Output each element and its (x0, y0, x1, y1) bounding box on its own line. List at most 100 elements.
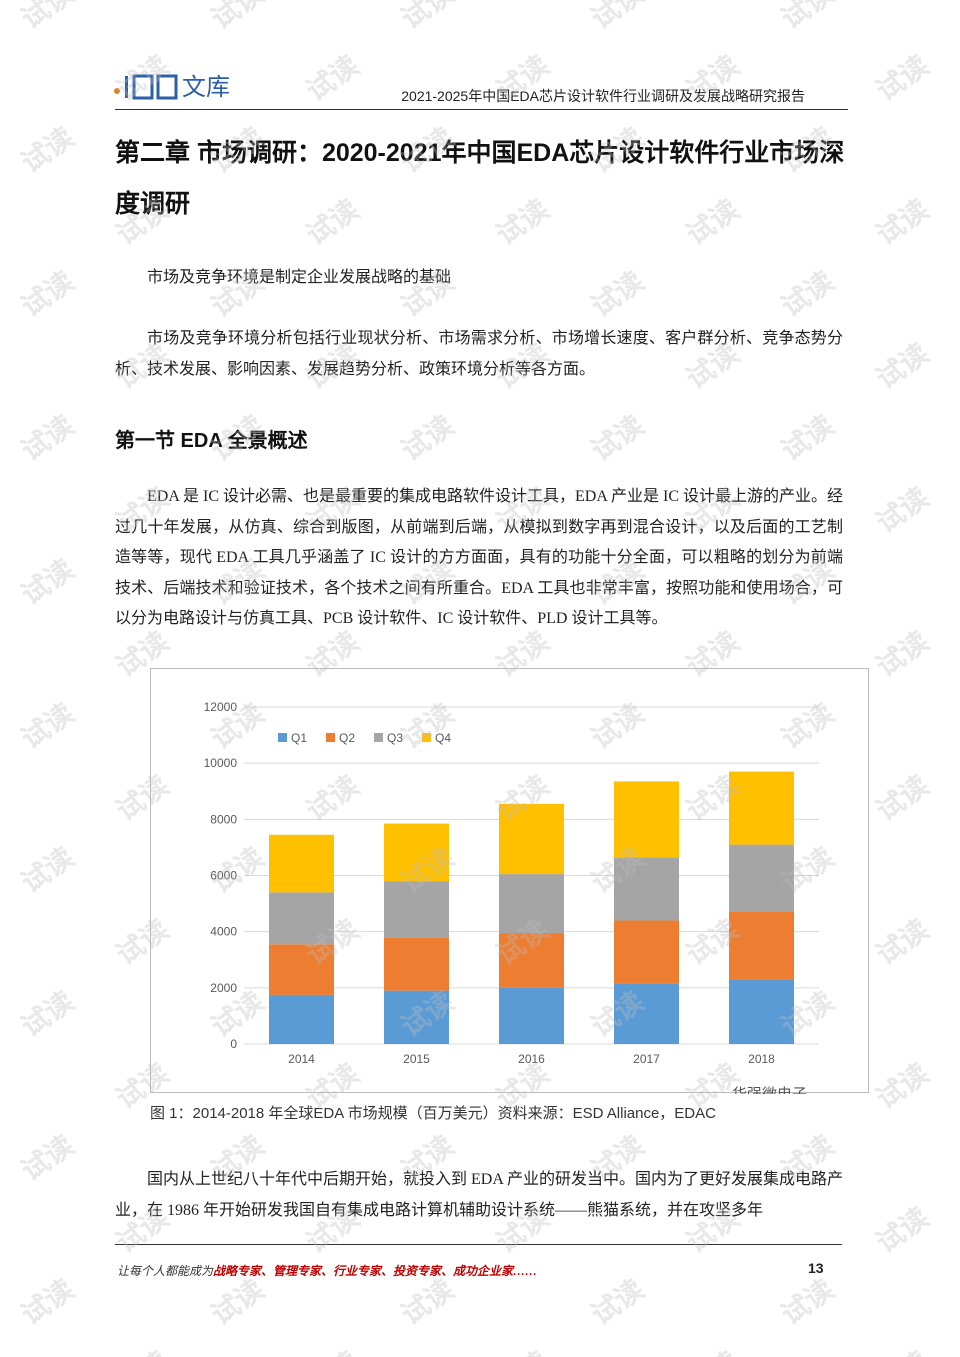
watermark: 试读 (776, 0, 840, 35)
watermark: 试读 (206, 1273, 270, 1331)
watermark: 试读 (871, 913, 935, 971)
bar-segment (499, 803, 564, 875)
watermark: 试读 (16, 121, 80, 179)
watermark: 试读 (396, 0, 460, 35)
bar-segment (384, 990, 449, 1044)
header-rule (115, 109, 848, 110)
bar-segment (729, 844, 794, 913)
legend-swatch (422, 733, 431, 742)
y-tick-label: 2000 (210, 981, 237, 995)
watermark: 试读 (586, 0, 650, 35)
watermark: 试读 (491, 1345, 555, 1357)
page-number: 13 (808, 1260, 824, 1276)
bar-segment (384, 823, 449, 882)
logo-text: 文库 (182, 74, 230, 101)
section-title: 第一节 EDA 全景概述 (115, 430, 308, 452)
logo: 文库 (114, 74, 230, 101)
bar-segment (729, 979, 794, 1044)
watermark: 试读 (586, 409, 650, 467)
logo-shape (156, 74, 178, 100)
legend-label: Q2 (339, 731, 355, 745)
bar-segment (729, 771, 794, 845)
watermark: 试读 (16, 265, 80, 323)
watermark: 试读 (871, 1345, 935, 1357)
header-title: 2021-2025年中国EDA芯片设计软件行业调研及发展战略研究报告 (401, 88, 805, 104)
watermark: 试读 (871, 193, 935, 251)
watermark: 试读 (16, 409, 80, 467)
legend-label: Q1 (291, 731, 307, 745)
footer: 让每个人都能成为战略专家、管理专家、行业专家、投资专家、成功企业家…… (117, 1262, 537, 1279)
watermark: 试读 (871, 1201, 935, 1259)
bar-segment (269, 944, 334, 995)
watermark: 试读 (396, 409, 460, 467)
watermark: 试读 (16, 697, 80, 755)
watermark: 试读 (871, 1057, 935, 1115)
bar-segment (269, 834, 334, 893)
paragraph: 国内从上世纪八十年代中后期开始，就投入到 EDA 产业的研发当中。国内为了更好发… (115, 1171, 844, 1219)
paragraph: 市场及竞争环境是制定企业发展战略的基础 (147, 269, 452, 286)
legend-swatch (326, 733, 335, 742)
watermark: 试读 (871, 337, 935, 395)
x-tick-label: 2018 (748, 1052, 775, 1066)
bar-segment (499, 987, 564, 1044)
x-tick-label: 2016 (518, 1052, 545, 1066)
bar-segment (614, 857, 679, 921)
logo-shape (132, 74, 154, 100)
watermark: 试读 (776, 409, 840, 467)
watermark: 试读 (871, 481, 935, 539)
bar-segment (499, 933, 564, 988)
watermark: 试读 (111, 1345, 175, 1357)
paragraph: EDA 是 IC 设计必需、也是最重要的集成电路软件设计工具，EDA 产业是 I… (115, 488, 844, 627)
legend-label: Q4 (435, 731, 451, 745)
bar-segment (729, 912, 794, 980)
footer-highlight: 战略专家、管理专家、行业专家、投资专家、成功企业家…… (213, 1264, 538, 1278)
x-tick-label: 2014 (288, 1052, 315, 1066)
paragraph: 市场及竞争环境分析包括行业现状分析、市场需求分析、市场增长速度、客户群分析、竞争… (115, 330, 843, 378)
watermark: 试读 (871, 625, 935, 683)
watermark: 试读 (16, 985, 80, 1043)
watermark: 试读 (871, 769, 935, 827)
watermark: 试读 (206, 0, 270, 35)
legend-swatch (278, 733, 287, 742)
chapter-title: 第二章 市场调研：2020-2021年中国EDA芯片设计软件行业市场深度调研 (115, 139, 845, 218)
y-tick-label: 12000 (204, 700, 238, 714)
x-tick-label: 2015 (403, 1052, 430, 1066)
chart: 华强微电子 0 2000 4000 6000 8000 10000 12000 2014 201… (150, 668, 869, 1094)
watermark: 试读 (16, 0, 80, 35)
footer-rule (115, 1244, 842, 1245)
y-tick-label: 4000 (210, 925, 237, 939)
watermark: 试读 (16, 553, 80, 611)
legend-label: Q3 (387, 731, 403, 745)
bar-segment (269, 994, 334, 1044)
footer-lead: 让每个人都能成为 (117, 1264, 214, 1278)
watermark: 试读 (16, 841, 80, 899)
y-tick-label: 10000 (204, 756, 238, 770)
y-tick-label: 0 (230, 1037, 237, 1051)
watermark: 试读 (776, 1273, 840, 1331)
logo-shape (125, 76, 128, 98)
watermark: 试读 (871, 49, 935, 107)
image-watermark: 华强微电子 (732, 1086, 807, 1094)
watermark: 试读 (586, 1273, 650, 1331)
bar-segment (614, 781, 679, 858)
bar-segment (269, 892, 334, 945)
legend-swatch (374, 733, 383, 742)
watermark: 试读 (301, 49, 365, 107)
y-tick-label: 6000 (210, 869, 237, 883)
y-tick-label: 8000 (210, 812, 237, 826)
bar-segment (499, 874, 564, 934)
watermark: 试读 (396, 1273, 460, 1331)
watermark: 试读 (301, 1345, 365, 1357)
figure-caption: 图 1：2014-2018 年全球EDA 市场规模（百万美元）资料来源：ESD … (150, 1105, 716, 1122)
x-tick-label: 2017 (633, 1052, 660, 1066)
watermark: 试读 (16, 1129, 80, 1187)
bar-segment (614, 920, 679, 984)
bar-segment (614, 983, 679, 1044)
watermark: 试读 (16, 1273, 80, 1331)
bar-segment (384, 881, 449, 938)
watermark: 试读 (681, 1345, 745, 1357)
logo-dot (114, 88, 120, 94)
bar-segment (384, 937, 449, 991)
